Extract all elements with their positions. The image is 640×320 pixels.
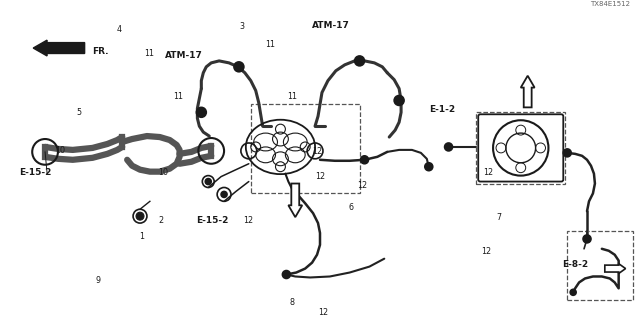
Text: 12: 12	[483, 168, 493, 177]
Text: 12: 12	[356, 181, 367, 190]
Circle shape	[394, 95, 404, 105]
Text: E-15-2: E-15-2	[196, 216, 229, 225]
Circle shape	[360, 156, 369, 164]
Text: 11: 11	[287, 92, 297, 101]
Text: 7: 7	[496, 213, 501, 222]
Text: 10: 10	[56, 146, 65, 155]
Bar	[567, 231, 632, 300]
Circle shape	[583, 235, 591, 243]
Circle shape	[205, 179, 211, 185]
FancyArrow shape	[521, 76, 534, 108]
Circle shape	[570, 289, 576, 295]
Circle shape	[563, 149, 571, 157]
Text: E-8-2: E-8-2	[563, 260, 589, 269]
Circle shape	[196, 108, 206, 117]
Circle shape	[445, 143, 452, 151]
Text: 8: 8	[290, 298, 294, 307]
FancyArrow shape	[605, 264, 625, 274]
Text: 3: 3	[239, 22, 244, 31]
Text: 9: 9	[95, 276, 100, 285]
Text: FR.: FR.	[93, 47, 109, 57]
Text: 2: 2	[159, 216, 164, 225]
Circle shape	[234, 62, 244, 72]
Text: ATM-17: ATM-17	[165, 51, 203, 60]
Text: 10: 10	[159, 168, 168, 177]
Circle shape	[282, 270, 291, 278]
Text: 12: 12	[318, 308, 328, 316]
Circle shape	[221, 191, 227, 197]
Text: E-15-2: E-15-2	[19, 168, 52, 177]
Text: 4: 4	[116, 25, 121, 34]
Text: 12: 12	[315, 172, 325, 180]
Text: 12: 12	[312, 147, 323, 156]
Text: 12: 12	[243, 216, 253, 225]
FancyArrow shape	[289, 184, 302, 217]
Text: 11: 11	[144, 49, 154, 58]
FancyArrow shape	[33, 40, 84, 56]
Text: ATM-17: ATM-17	[312, 20, 350, 29]
Circle shape	[355, 56, 365, 66]
Text: 11: 11	[265, 40, 275, 49]
Bar	[251, 104, 360, 193]
Bar	[476, 112, 565, 184]
Text: 5: 5	[76, 108, 81, 117]
Circle shape	[425, 163, 433, 171]
Text: 1: 1	[140, 232, 145, 241]
Text: 6: 6	[349, 203, 353, 212]
Text: TX84E1512: TX84E1512	[590, 1, 630, 7]
Text: 12: 12	[481, 247, 492, 256]
Circle shape	[136, 212, 144, 220]
Text: E-1-2: E-1-2	[429, 105, 455, 114]
Text: 11: 11	[173, 92, 183, 101]
